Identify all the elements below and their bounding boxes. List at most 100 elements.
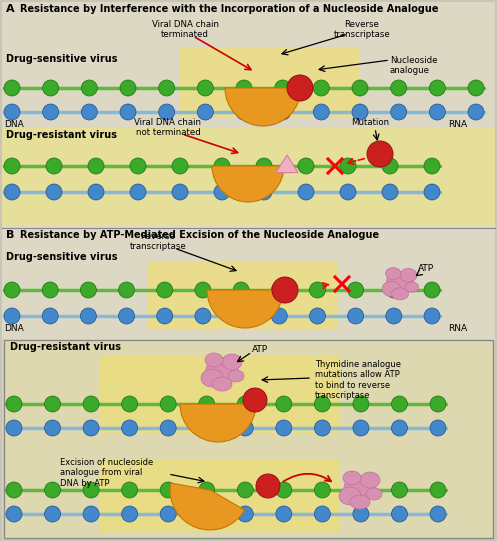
Circle shape [367,141,393,167]
Circle shape [315,396,331,412]
Circle shape [157,308,173,324]
Circle shape [392,420,408,436]
Ellipse shape [344,476,376,500]
Circle shape [315,506,331,522]
Circle shape [81,308,96,324]
Ellipse shape [228,370,244,382]
Text: Viral DNA chain
not terminated: Viral DNA chain not terminated [135,118,201,137]
Circle shape [119,308,135,324]
Circle shape [199,506,215,522]
Circle shape [122,420,138,436]
Text: RNA: RNA [448,324,467,333]
Circle shape [429,80,445,96]
Circle shape [88,184,104,200]
Circle shape [424,282,440,298]
Circle shape [214,158,230,174]
Circle shape [430,396,446,412]
Wedge shape [225,88,301,126]
Circle shape [122,396,138,412]
Circle shape [82,104,97,120]
Ellipse shape [339,487,361,505]
Circle shape [236,104,252,120]
Text: Reverse
transcriptase: Reverse transcriptase [333,20,390,39]
Bar [100,356,340,434]
Circle shape [159,104,174,120]
Circle shape [347,282,364,298]
Circle shape [430,506,446,522]
Circle shape [6,482,22,498]
Circle shape [340,184,356,200]
Circle shape [43,104,59,120]
Bar [2,2,495,228]
Text: Drug-resistant virus: Drug-resistant virus [10,342,121,352]
Circle shape [353,396,369,412]
Circle shape [214,184,230,200]
Circle shape [159,80,174,96]
Text: B: B [6,230,14,240]
Ellipse shape [386,268,401,280]
Circle shape [313,80,330,96]
Circle shape [236,80,252,96]
Circle shape [424,184,440,200]
Ellipse shape [350,495,370,509]
Circle shape [287,75,313,101]
Wedge shape [180,404,256,442]
Circle shape [82,80,97,96]
Circle shape [298,158,314,174]
Ellipse shape [206,358,238,382]
Circle shape [310,282,326,298]
Text: Resistance by Interference with the Incorporation of a Nucleoside Analogue: Resistance by Interference with the Inco… [20,4,438,14]
Text: Resistance by ATP-Mediated Excision of the Nucleoside Analogue: Resistance by ATP-Mediated Excision of t… [20,230,379,240]
Circle shape [243,388,267,412]
Circle shape [276,506,292,522]
Ellipse shape [343,471,361,485]
Circle shape [45,396,61,412]
Circle shape [424,308,440,324]
Circle shape [468,80,484,96]
Circle shape [315,482,331,498]
Circle shape [272,277,298,303]
Circle shape [386,308,402,324]
Text: RNA: RNA [448,120,467,129]
Bar [2,128,495,226]
Circle shape [424,158,440,174]
Circle shape [386,282,402,298]
Circle shape [83,506,99,522]
Circle shape [256,158,272,174]
Circle shape [237,506,253,522]
Circle shape [468,104,484,120]
Circle shape [160,420,176,436]
Circle shape [195,308,211,324]
Ellipse shape [212,377,232,391]
Circle shape [197,104,213,120]
Circle shape [275,104,291,120]
Circle shape [120,80,136,96]
Circle shape [157,282,173,298]
Circle shape [4,308,20,324]
Text: Thymidine analogue
mutations allow ATP
to bind to reverse
transcriptase: Thymidine analogue mutations allow ATP t… [315,360,401,400]
Circle shape [160,506,176,522]
Circle shape [4,80,20,96]
Circle shape [233,308,249,324]
Circle shape [233,282,249,298]
Ellipse shape [222,354,242,370]
Circle shape [391,104,407,120]
Ellipse shape [392,288,409,300]
Circle shape [199,482,215,498]
Ellipse shape [205,353,223,367]
Wedge shape [207,290,283,328]
Circle shape [199,396,215,412]
Circle shape [199,420,215,436]
Circle shape [392,482,408,498]
Circle shape [83,482,99,498]
Circle shape [353,506,369,522]
Circle shape [237,420,253,436]
Circle shape [392,396,408,412]
Circle shape [237,482,253,498]
Text: A: A [6,4,14,14]
Circle shape [313,104,330,120]
Circle shape [45,420,61,436]
Circle shape [130,158,146,174]
Circle shape [119,282,135,298]
Circle shape [276,396,292,412]
